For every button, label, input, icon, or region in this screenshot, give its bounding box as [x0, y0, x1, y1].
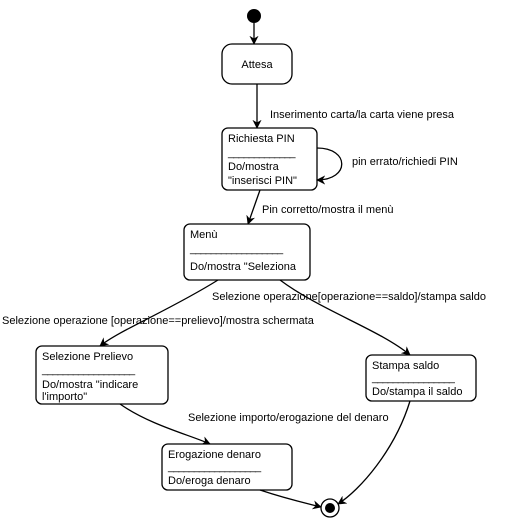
edge-menu-prelievo [100, 280, 218, 346]
edge-menu-stampa-label: Selezione operazione[operazione==saldo]/… [212, 291, 486, 303]
edge-self-richiesta-label: pin errato/richiedi PIN [352, 156, 458, 168]
edge-prelievo-erogazione [120, 404, 210, 444]
state-richiesta-pin-title: Richiesta PIN [228, 133, 295, 145]
edge-attesa-richiesta-label: Inserimento carta/la carta viene presa [270, 109, 455, 121]
state-erogazione-denaro-do1: Do/eroga denaro [168, 475, 251, 487]
state-attesa-title: Attesa [241, 59, 273, 71]
state-selezione-prelievo-do1: Do/mostra "indicare [42, 379, 138, 391]
state-diagram: Attesa Inserimento carta/la carta viene … [0, 0, 510, 531]
state-richiesta-pin-do1: Do/mostra [228, 161, 280, 173]
divider: ________________ [371, 372, 456, 384]
edge-richiesta-menu-label: Pin corretto/mostra il menù [262, 204, 393, 216]
state-stampa-saldo-title: Stampa saldo [372, 360, 439, 372]
edge-menu-prelievo-label: Selezione operazione [operazione==prelie… [2, 315, 315, 327]
edge-richiesta-menu [248, 190, 260, 224]
divider: _____________ [227, 147, 296, 159]
edge-prelievo-erogazione-label: Selezione importo/erogazione del denaro [188, 412, 389, 424]
initial-state [247, 9, 261, 23]
state-stampa-saldo-do1: Do/stampa il saldo [372, 386, 463, 398]
state-menu-title: Menù [190, 229, 218, 241]
divider: __________________ [41, 364, 136, 376]
final-state-inner [325, 503, 335, 513]
divider: __________________ [189, 243, 284, 255]
edge-self-richiesta [317, 148, 342, 180]
state-selezione-prelievo-do2: l'importo" [42, 391, 87, 403]
state-erogazione-denaro-title: Erogazione denaro [168, 449, 261, 461]
edge-erogazione-final [260, 490, 321, 507]
state-menu-do1: Do/mostra "Seleziona [190, 261, 297, 273]
divider: __________________ [167, 461, 262, 473]
state-richiesta-pin-do2: "inserisci PIN" [228, 175, 297, 187]
state-selezione-prelievo-title: Selezione Prelievo [42, 351, 133, 363]
